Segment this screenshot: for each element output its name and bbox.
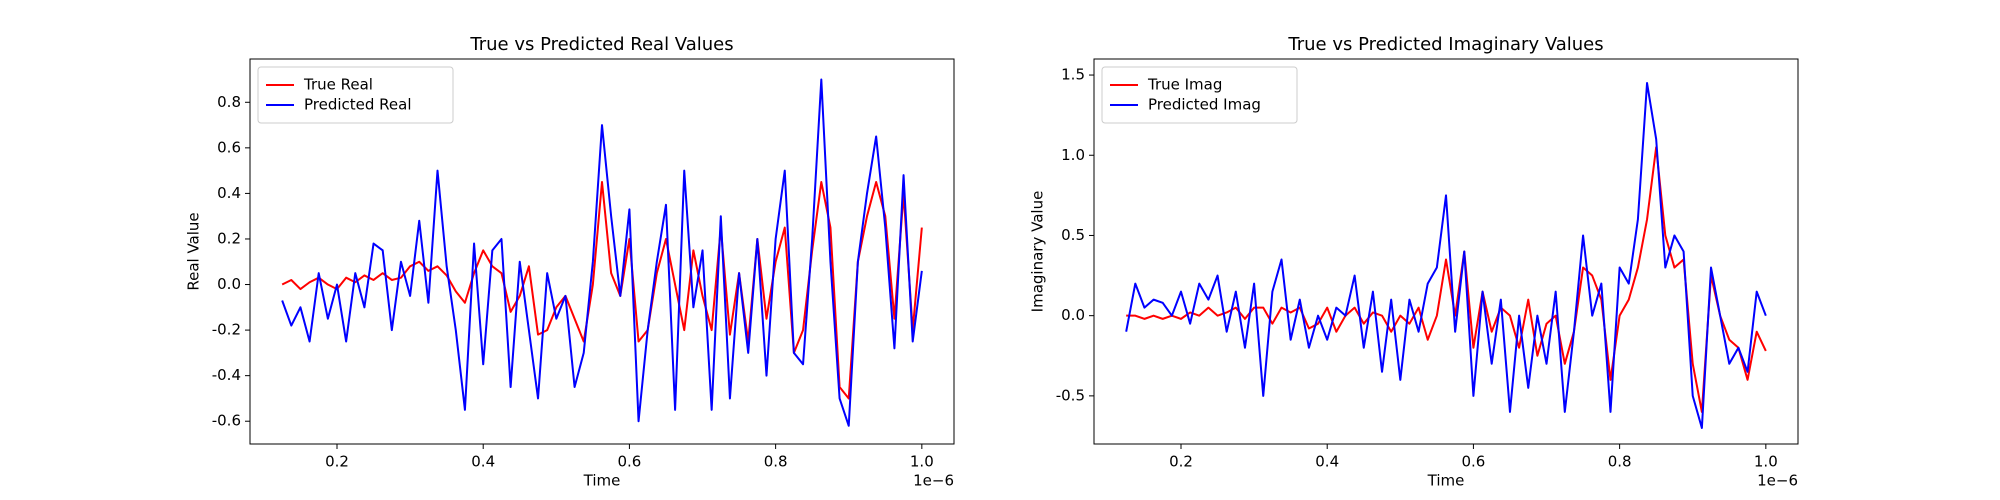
y-tick-label: 0.8: [217, 93, 241, 111]
x-tick-label: 0.6: [1461, 453, 1485, 471]
x-tick-label: 0.2: [325, 453, 349, 471]
x-axis-label: Time: [1427, 472, 1465, 490]
y-tick-label: 0.0: [217, 275, 241, 293]
x-offset-label: 1e−6: [913, 472, 954, 490]
legend-box: [1101, 66, 1298, 124]
x-tick-label: 0.8: [764, 453, 788, 471]
x-tick-label: 0.6: [617, 453, 641, 471]
y-tick-label: -0.5: [1056, 386, 1085, 404]
chart: True vs Predicted Real Values 0.2 0.4 0.6 0.…: [185, 34, 955, 490]
y-tick-label: 0.0: [1061, 306, 1085, 324]
chart: True vs Predicted Imaginary Values 0.2 0.4…: [1029, 34, 1799, 490]
x-tick-label: 0.8: [1608, 453, 1632, 471]
y-tick-label: -0.6: [212, 412, 241, 430]
plot-frame: [1093, 58, 1799, 445]
x-offset-label: 1e−6: [1757, 472, 1798, 490]
legend-box: [257, 66, 454, 124]
x-tick-label: 0.4: [1315, 453, 1339, 471]
series-line: [281, 181, 923, 400]
x-axis-label: Time: [583, 472, 621, 490]
chart-title: True vs Predicted Real Values: [469, 34, 733, 55]
x-tick-label: 0.2: [1169, 453, 1193, 471]
legend-label: True Real: [303, 76, 373, 94]
y-tick-label: 0.6: [217, 138, 241, 156]
y-tick-label: 1.5: [1061, 66, 1085, 84]
y-tick-label: -0.4: [212, 366, 241, 384]
series-line: [1126, 146, 1767, 413]
y-tick-label: 0.5: [1061, 226, 1085, 244]
x-tick-label: 1.0: [910, 453, 934, 471]
y-tick-label: -0.2: [212, 321, 241, 339]
y-tick-label: 1.0: [1061, 146, 1085, 164]
plot-frame: [249, 58, 955, 445]
series-line: [1125, 82, 1767, 429]
y-axis-label: Real Value: [185, 212, 203, 290]
legend-label: Predicted Imag: [1148, 96, 1261, 114]
y-tick-label: 0.2: [217, 229, 241, 247]
series-line: [281, 78, 923, 427]
chart-title: True vs Predicted Imaginary Values: [1287, 34, 1603, 55]
x-tick-label: 1.0: [1754, 453, 1778, 471]
legend-label: True Imag: [1147, 76, 1222, 94]
y-axis-label: Imaginary Value: [1029, 191, 1047, 313]
x-tick-label: 0.4: [471, 453, 495, 471]
legend-label: Predicted Real: [304, 96, 412, 114]
y-tick-label: 0.4: [217, 184, 241, 202]
